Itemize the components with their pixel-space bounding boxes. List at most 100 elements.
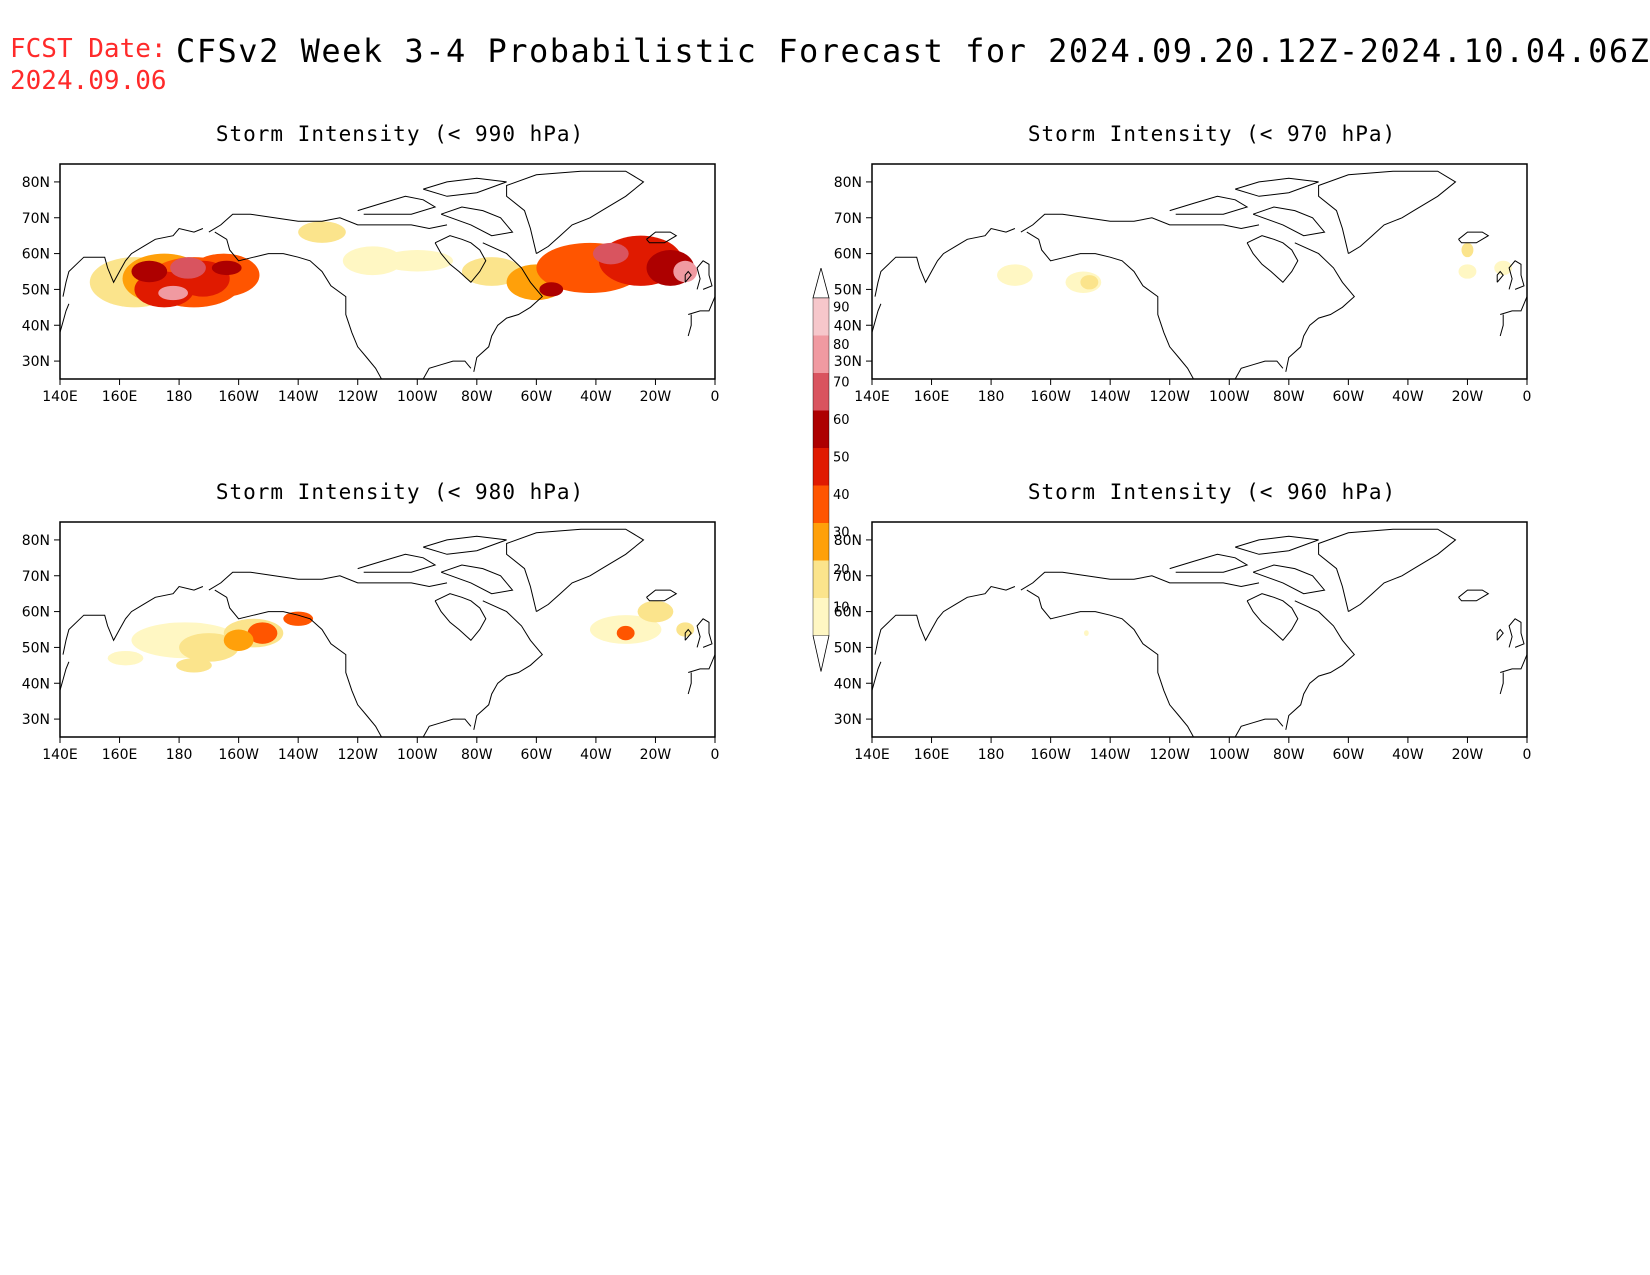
- lon-label: 120W: [337, 747, 378, 763]
- lat-label: 40N: [22, 318, 50, 334]
- lat-label: 30N: [22, 712, 50, 728]
- map-960: 140E 160E 180 160W 140W 120W 100W 80W 60W 40W 20W 0…: [834, 521, 1531, 763]
- lon-label: 160E: [914, 389, 950, 405]
- colorbar-label: 20: [833, 563, 850, 578]
- coastline: [60, 661, 70, 691]
- map-frame: [59, 521, 716, 738]
- coastline: [696, 618, 713, 648]
- lon-label: 100W: [1209, 747, 1250, 763]
- lat-label: 80N: [834, 175, 862, 191]
- probability-area: [461, 257, 522, 286]
- coastline: [434, 235, 487, 284]
- coastline: [1020, 213, 1260, 233]
- probability-area: [283, 611, 314, 626]
- lon-label: 180: [978, 389, 1005, 405]
- coastline: [1499, 672, 1504, 695]
- probability-area: [1494, 260, 1513, 276]
- coastline: [473, 242, 543, 372]
- colorbar-swatch: [813, 485, 829, 523]
- lat-label: 40N: [834, 318, 862, 334]
- colorbar-label: 30: [833, 525, 850, 540]
- lon-label: 80W: [461, 389, 493, 405]
- lat-label: 50N: [22, 282, 50, 298]
- lon-label: 140W: [1090, 389, 1131, 405]
- lon-label: 60W: [1333, 747, 1365, 763]
- coastline: [423, 535, 507, 555]
- lon-label: 20W: [1452, 747, 1484, 763]
- lon-label: 100W: [397, 389, 438, 405]
- lon-label: 160W: [1030, 747, 1071, 763]
- lat-label: 60N: [22, 247, 50, 263]
- coastline: [1496, 628, 1504, 641]
- lon-label: 160W: [218, 389, 259, 405]
- coastline: [1499, 314, 1504, 337]
- lat-label: 80N: [22, 175, 50, 191]
- colorbar-swatch: [813, 598, 829, 636]
- lat-label: 70N: [22, 211, 50, 227]
- lat-label: 50N: [22, 640, 50, 656]
- colorbar-label: 80: [833, 338, 850, 353]
- map-980: 140E 160E 180 160W 140W 120W 100W 80W 60W 40W 20W 0…: [22, 521, 719, 763]
- lon-label: 140W: [1090, 747, 1131, 763]
- lon-label: 160E: [102, 747, 138, 763]
- coastline: [687, 672, 692, 695]
- coastline: [1234, 718, 1284, 737]
- lon-label: 120W: [1149, 747, 1190, 763]
- lon-label: 40W: [1392, 389, 1424, 405]
- coastline: [1252, 564, 1326, 595]
- lat-label: 70N: [834, 211, 862, 227]
- coastline: [684, 628, 692, 641]
- map-frame: [871, 163, 1528, 380]
- forecast-date-value: 2024.09.06: [10, 66, 167, 96]
- coastline: [214, 231, 382, 379]
- coastline: [1246, 235, 1299, 284]
- lon-label: 120W: [337, 389, 378, 405]
- coastline: [688, 654, 715, 673]
- coastline: [506, 528, 645, 613]
- map-990: 140E 160E 180 160W 140W 120W 100W 80W 60W 40W 20W 0…: [22, 163, 720, 405]
- lat-label: 30N: [834, 354, 862, 370]
- coastline: [1026, 231, 1194, 379]
- coastline: [1458, 589, 1490, 602]
- lon-label: 120W: [1149, 389, 1190, 405]
- forecast-date-label: FCST Date:: [10, 34, 167, 64]
- lon-label: 100W: [397, 747, 438, 763]
- coastline: [208, 213, 448, 233]
- coastline: [1285, 242, 1355, 372]
- probability-area: [616, 625, 635, 641]
- lon-label: 160W: [218, 747, 259, 763]
- lat-label: 30N: [834, 712, 862, 728]
- colorbar-label: 60: [833, 413, 850, 428]
- probability-area: [179, 633, 239, 662]
- probability-area: [673, 260, 698, 283]
- probability-area: [539, 282, 564, 297]
- lat-label: 60N: [834, 605, 862, 621]
- lon-label: 160W: [1030, 389, 1071, 405]
- probability-area: [1458, 264, 1477, 279]
- lon-label: 160E: [102, 389, 138, 405]
- coastline: [872, 303, 882, 333]
- map-970: 140E 160E 180 160W 140W 120W 100W 80W 60W 40W 20W 0…: [834, 163, 1531, 405]
- colorbar-frame: [812, 297, 830, 636]
- coastline: [874, 227, 1016, 297]
- coastline: [687, 314, 692, 337]
- lat-label: 40N: [834, 676, 862, 692]
- colorbar-swatch: [813, 373, 829, 411]
- coastline: [1026, 589, 1194, 737]
- probability-area: [176, 658, 212, 673]
- coastline: [696, 260, 713, 290]
- map-frame: [871, 521, 1528, 738]
- coastline: [473, 600, 543, 730]
- lon-label: 0: [711, 389, 720, 405]
- map-frame: [59, 163, 716, 380]
- coastline: [1508, 618, 1525, 648]
- lon-label: 80W: [461, 747, 493, 763]
- coastline: [1500, 654, 1527, 673]
- probability-area: [170, 257, 206, 279]
- lon-label: 160E: [914, 747, 950, 763]
- probability-area: [1083, 630, 1089, 636]
- lat-label: 50N: [834, 282, 862, 298]
- coastline: [214, 589, 382, 737]
- coastline: [688, 296, 715, 315]
- coastline: [1318, 528, 1457, 613]
